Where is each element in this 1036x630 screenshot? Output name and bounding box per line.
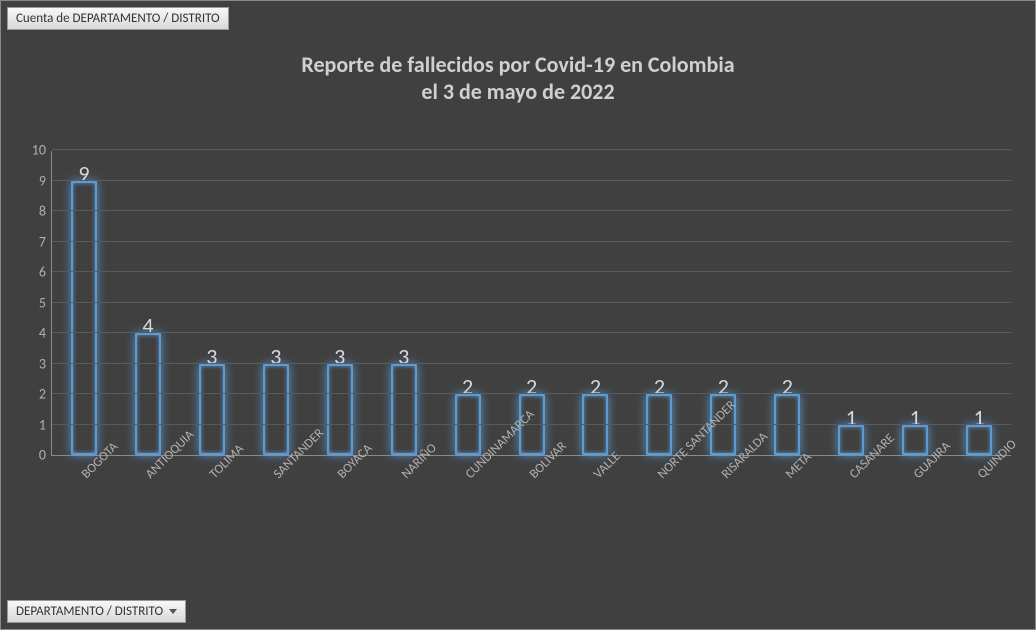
y-tick-label: 5: [39, 294, 46, 311]
y-tick-label: 4: [39, 325, 46, 342]
gridline: [52, 241, 1011, 242]
gridline: [52, 302, 1011, 303]
bar: [135, 333, 161, 455]
x-label-slot: BOYACA: [307, 459, 371, 589]
gridline: [52, 332, 1011, 333]
bar-value-label: 2: [654, 373, 665, 400]
chart-title-line2: el 3 de mayo de 2022: [1, 78, 1035, 105]
x-label-slot: RISARALDA: [691, 459, 755, 589]
gridline: [52, 271, 1011, 272]
bar-slot: 3: [244, 364, 308, 456]
bars-row: 943333222222111: [52, 151, 1011, 455]
bar-value-label: 1: [974, 404, 985, 431]
x-label-slot: CASANARE: [819, 459, 883, 589]
y-tick-label: 9: [39, 172, 46, 189]
bar-value-label: 1: [846, 404, 857, 431]
bar: [263, 364, 289, 456]
bar-value-label: 2: [590, 373, 601, 400]
y-tick-label: 10: [32, 142, 46, 159]
y-tick-label: 7: [39, 233, 46, 250]
gridline: [52, 393, 1011, 394]
bar-value-label: 2: [718, 373, 729, 400]
bar-value-label: 4: [142, 312, 153, 339]
bar-slot: 4: [116, 333, 180, 455]
y-tick-label: 8: [39, 203, 46, 220]
x-label-slot: META: [755, 459, 819, 589]
y-tick-label: 2: [39, 386, 46, 403]
pivot-field-count-label: Cuenta de DEPARTAMENTO / DISTRITO: [16, 11, 220, 26]
bar-value-label: 3: [334, 343, 345, 370]
x-label-slot: ANTIOQUIA: [115, 459, 179, 589]
x-label-slot: TOLIMA: [179, 459, 243, 589]
pivot-field-axis-label: DEPARTAMENTO / DISTRITO: [16, 604, 163, 619]
pivot-field-axis[interactable]: DEPARTAMENTO / DISTRITO: [7, 600, 186, 623]
bar-value-label: 3: [398, 343, 409, 370]
y-tick-label: 0: [39, 447, 46, 464]
gridline: [52, 363, 1011, 364]
x-label-slot: SANTANDER: [243, 459, 307, 589]
bar-slot: 2: [564, 394, 628, 455]
bar: [71, 181, 97, 456]
x-label-slot: BOGOTA: [51, 459, 115, 589]
x-label-slot: VALLE: [563, 459, 627, 589]
bar-value-label: 2: [526, 373, 537, 400]
bar: [199, 364, 225, 456]
x-axis-labels: BOGOTAANTIOQUIATOLIMASANTANDERBOYACANARI…: [51, 459, 1011, 589]
y-tick-label: 1: [39, 416, 46, 433]
gridline: [52, 149, 1011, 150]
bar-slot: 9: [52, 181, 116, 456]
pivot-field-count[interactable]: Cuenta de DEPARTAMENTO / DISTRITO: [7, 7, 229, 30]
y-tick-label: 3: [39, 355, 46, 372]
x-label-slot: QUINDIO: [947, 459, 1011, 589]
chart-title-line1: Reporte de fallecidos por Covid-19 en Co…: [1, 51, 1035, 78]
chevron-down-icon: [169, 609, 177, 614]
y-tick-label: 6: [39, 264, 46, 281]
chart-container: Cuenta de DEPARTAMENTO / DISTRITO Report…: [0, 0, 1036, 630]
bar-value-label: 2: [782, 373, 793, 400]
bar-value-label: 3: [270, 343, 281, 370]
bar: [582, 394, 608, 455]
x-label-slot: CUNDINAMARCA: [435, 459, 499, 589]
bar-slot: 3: [372, 364, 436, 456]
bar-value-label: 2: [462, 373, 473, 400]
bar-value-label: 3: [206, 343, 217, 370]
bar: [774, 394, 800, 455]
x-label-slot: BOLIVAR: [499, 459, 563, 589]
bar-value-label: 9: [78, 160, 89, 187]
bar-value-label: 1: [910, 404, 921, 431]
bar: [455, 394, 481, 455]
bar: [391, 364, 417, 456]
gridline: [52, 210, 1011, 211]
chart-title: Reporte de fallecidos por Covid-19 en Co…: [1, 51, 1035, 105]
gridline: [52, 180, 1011, 181]
bar: [327, 364, 353, 456]
x-label-slot: NARIÑO: [371, 459, 435, 589]
x-label-slot: GUAJIRA: [883, 459, 947, 589]
x-label-slot: NORTE SANTANDER: [627, 459, 691, 589]
bar: [646, 394, 672, 455]
